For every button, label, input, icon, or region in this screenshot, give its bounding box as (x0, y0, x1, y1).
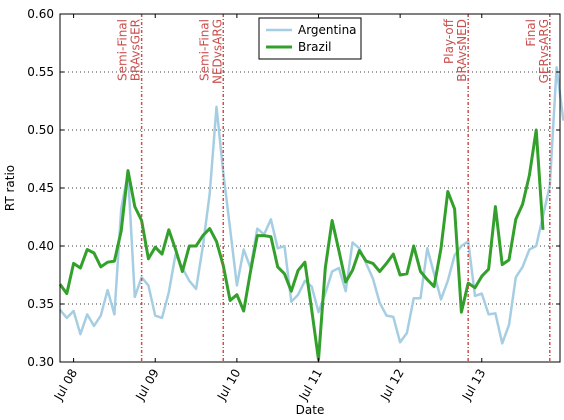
y-axis: 0.30 0.35 0.40 0.45 0.50 0.55 0.60 (27, 7, 560, 369)
y-tick-label: 0.60 (27, 7, 54, 21)
x-axis-title: Date (296, 403, 325, 417)
y-tick-label: 0.50 (27, 123, 54, 137)
event-label: BRAvsGER (129, 19, 143, 81)
legend-label: Brazil (298, 40, 332, 54)
series-layer (58, 66, 564, 362)
legend-box (258, 17, 362, 60)
series-line-brazil (58, 128, 545, 362)
y-tick-label: 0.35 (27, 297, 54, 311)
event-label: NEDvsARG (210, 19, 224, 84)
event-label: Semi-Final (197, 19, 211, 81)
event-label: BRAvsNED (455, 19, 469, 82)
y-tick-label: 0.45 (27, 181, 54, 195)
y-tick-label: 0.40 (27, 239, 54, 253)
event-label: Semi-Final (116, 19, 130, 81)
y-tick-label: 0.55 (27, 65, 54, 79)
y-axis-title: RT ratio (3, 165, 17, 211)
annotation-layer: Semi-Final BRAvsGER Semi-Final NEDvsARG Play… (116, 14, 551, 362)
event-label: Play-off (442, 18, 456, 64)
y-tick-label: 0.30 (27, 355, 54, 369)
legend-label: Argentina (298, 23, 357, 37)
event-label: GERvsARG (537, 19, 551, 83)
event-label: Final (524, 19, 538, 47)
legend: Argentina Brazil (258, 17, 362, 60)
series-line-argentina (59, 66, 564, 345)
